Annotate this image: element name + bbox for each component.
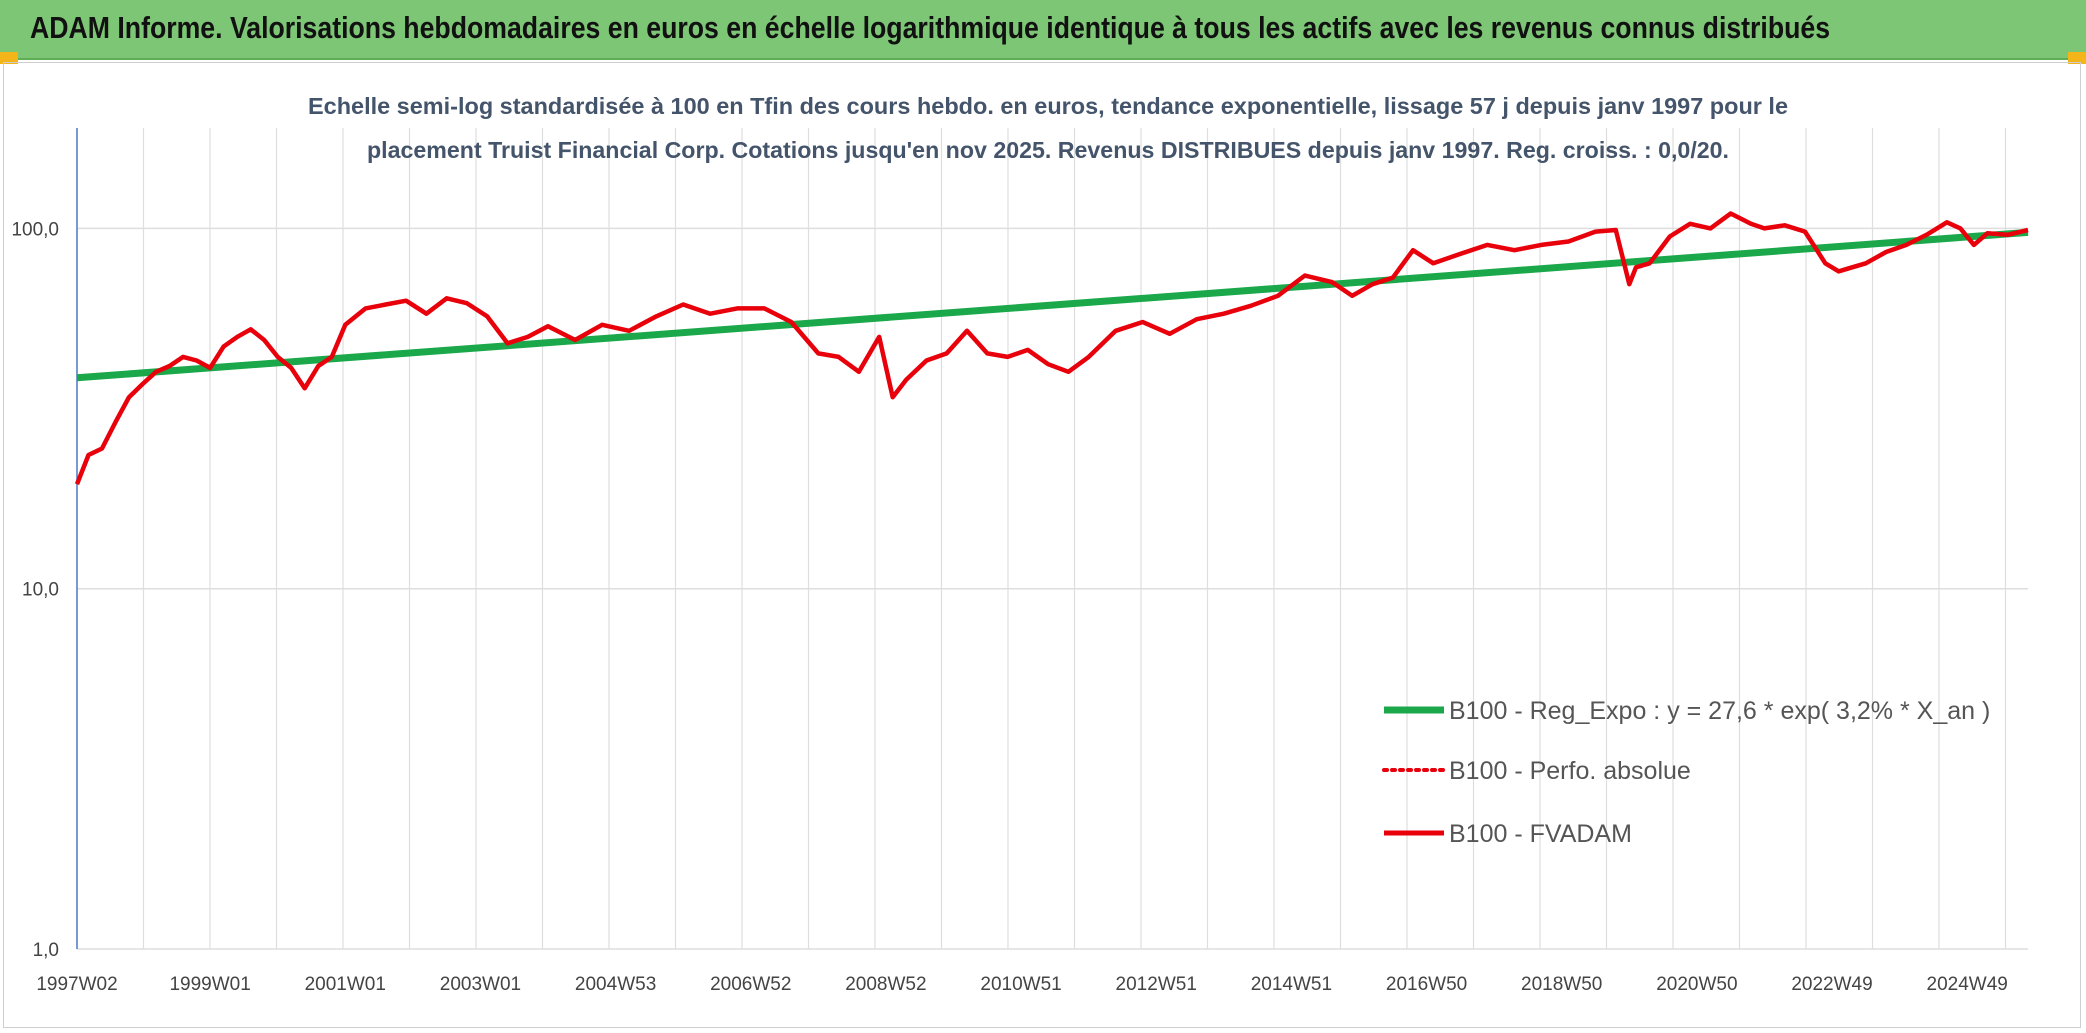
x-tick-label: 2001W01: [305, 974, 386, 995]
legend-label-1: B100 - Perfo. absolue: [1449, 757, 1691, 785]
x-tick-label: 2003W01: [440, 974, 521, 995]
header-banner: ADAM Informe. Valorisations hebdomadaire…: [0, 0, 2086, 60]
y-tick-labels: 1,0 10,0 100,0: [11, 219, 59, 961]
series-trend-line: [76, 228, 2029, 382]
chart-title-line-1: Echelle semi-log standardisée à 100 en T…: [308, 93, 1788, 119]
x-tick-label: 2018W50: [1521, 974, 1602, 995]
x-tick-label: 2006W52: [710, 974, 791, 995]
x-tick-label: 1997W02: [36, 974, 117, 995]
x-tick-label: 2014W51: [1251, 974, 1332, 995]
legend-label-0: B100 - Reg_Expo : y = 27,6 * exp( 3,2% *…: [1449, 697, 1990, 725]
chart-frame: [3, 62, 2081, 1028]
x-tick-label: 2020W50: [1656, 974, 1737, 995]
chart-title-line-2: placement Truist Financial Corp. Cotatio…: [367, 137, 1729, 163]
x-tick-label: 2012W51: [1116, 974, 1197, 995]
x-tick-label: 1999W01: [169, 974, 250, 995]
y-tick-label: 1,0: [33, 940, 59, 961]
page-title: ADAM Informe. Valorisations hebdomadaire…: [30, 10, 1831, 45]
x-tick-label: 2024W49: [1927, 974, 2008, 995]
corner-marker-right: [2068, 52, 2086, 64]
x-tick-label: 2004W53: [575, 974, 656, 995]
legend: B100 - Reg_Expo : y = 27,6 * exp( 3,2% *…: [1382, 697, 1990, 848]
x-tick-label: 2016W50: [1386, 974, 1467, 995]
y-tick-label: 100,0: [11, 219, 59, 240]
x-tick-label: 2010W51: [980, 974, 1061, 995]
legend-label-2: B100 - FVADAM: [1449, 820, 1632, 848]
series-fvadam-line: [74, 211, 2029, 486]
series-layer: [74, 211, 2029, 486]
y-tick-label: 10,0: [22, 580, 59, 601]
x-tick-label: 2008W52: [845, 974, 926, 995]
x-tick-labels: 1997W02 1999W01 2001W01 2003W01 2004W53 2006W…: [36, 974, 2008, 995]
x-tick-label: 2022W49: [1791, 974, 1872, 995]
corner-marker-left: [0, 52, 18, 64]
